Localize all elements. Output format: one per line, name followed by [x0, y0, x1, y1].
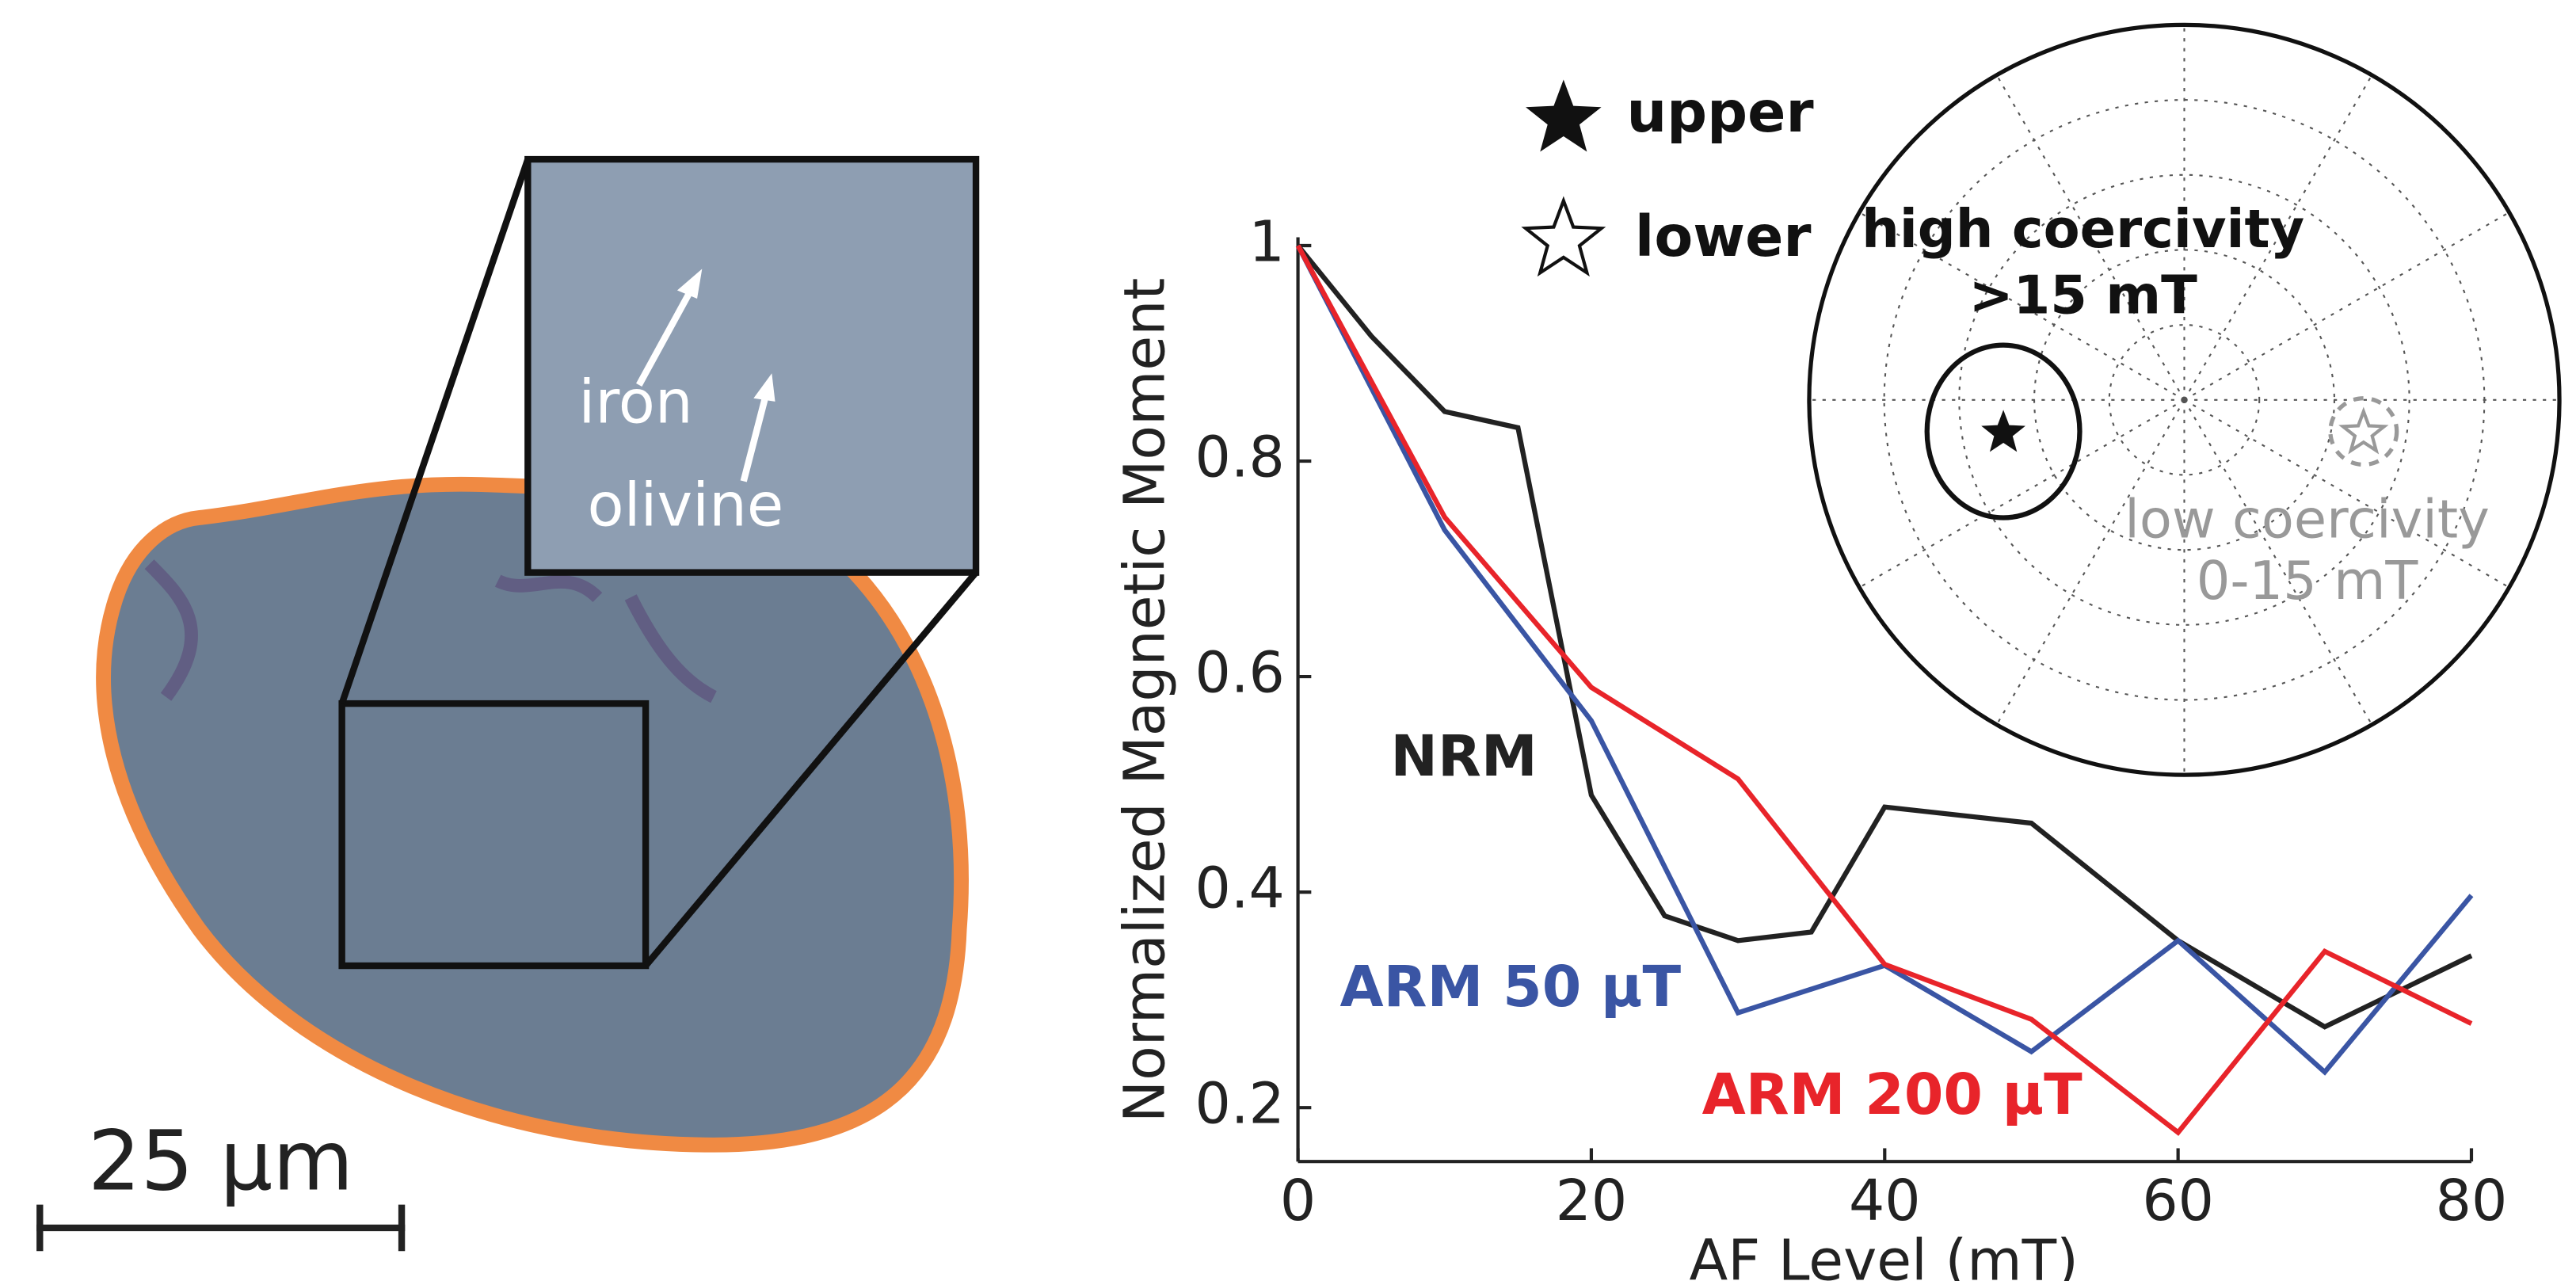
x-tick-label: 20 [1556, 1168, 1628, 1233]
annotation: >15 mT [1969, 265, 2198, 326]
x-tick-label: 40 [1849, 1168, 1921, 1233]
annotation: 0-15 mT [2197, 550, 2419, 612]
scale-label: 25 µm [88, 1112, 353, 1209]
series-label: NRM [1390, 723, 1537, 789]
legend-marker [1526, 80, 1602, 152]
annotation: low coercivity [2124, 488, 2490, 550]
micrograph: iron olivine 25 µm [36, 159, 976, 1251]
legend-label: lower [1635, 204, 1812, 269]
figure: iron olivine 25 µm AF Level (mT) Normali… [0, 0, 2576, 1281]
y-axis-label: Normalized Magnetic Moment [1111, 278, 1177, 1123]
label: olivine [587, 471, 783, 540]
x-tick-label: 80 [2436, 1168, 2508, 1233]
legend-label: upper [1626, 79, 1813, 145]
y-tick-label: 1 [1248, 209, 1284, 275]
y-tick-label: 0.2 [1195, 1071, 1285, 1137]
y-tick-label: 0.4 [1195, 856, 1285, 921]
y-tick-label: 0.8 [1195, 425, 1285, 490]
label: iron [578, 368, 692, 437]
x-tick-label: 0 [1280, 1168, 1316, 1233]
series-label: ARM 50 µT [1339, 954, 1681, 1020]
annotation: high coercivity [1862, 198, 2304, 260]
stereonet: high coercivity>15 mT low coercivity0-15 … [1526, 25, 2559, 775]
x-axis-label: AF Level (mT) [1689, 1228, 2079, 1281]
legend-marker [1526, 200, 1602, 273]
series-label: ARM 200 µT [1702, 1062, 2083, 1127]
y-tick-label: 0.6 [1195, 640, 1285, 706]
x-tick-label: 60 [2142, 1168, 2214, 1233]
